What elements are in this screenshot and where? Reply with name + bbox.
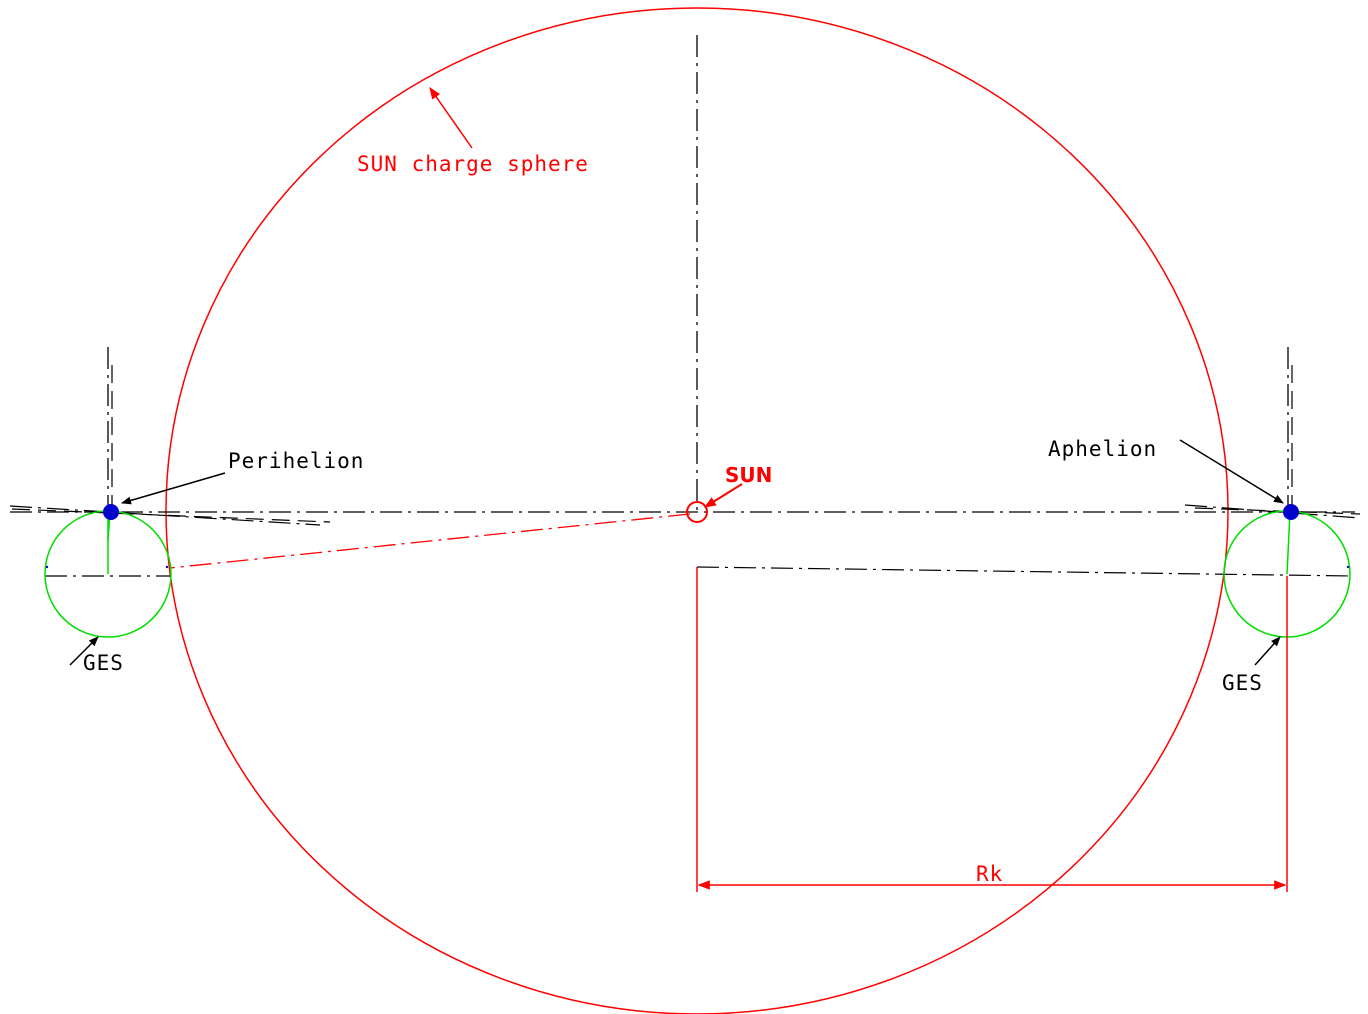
sun-label: SUN	[725, 463, 772, 487]
sun-charge-sphere	[165, 7, 1229, 1014]
rk-label: Rk	[976, 862, 1003, 886]
ges-right-axis-line	[696, 566, 1353, 577]
sphere-leader-arrow	[429, 87, 473, 149]
perihelion-tangent-line-2	[11, 508, 331, 523]
planet-perihelion	[103, 504, 119, 520]
sun-to-perihelion-radius-line	[169, 513, 691, 569]
planet-aphelion	[1283, 504, 1299, 520]
ges-right-leader-arrow	[1254, 636, 1281, 666]
aphelion-tangent-line-1	[1184, 504, 1361, 519]
ges-right-mark-1	[1346, 565, 1350, 569]
sun-charge-sphere-label: SUN charge sphere	[357, 152, 589, 176]
ges-left-mark-2	[165, 565, 169, 569]
ges-left-leader-arrow	[69, 636, 99, 666]
ges-right-radius	[1286, 511, 1291, 575]
perihelion-tangent-line-1	[9, 505, 321, 526]
sun-leader-arrow	[703, 483, 743, 508]
perihelion-leader-arrow	[121, 472, 226, 505]
aphelion-label: Aphelion	[1048, 437, 1157, 461]
sun-circle	[686, 501, 708, 523]
aphelion-leader-arrow	[1179, 439, 1284, 504]
ges-left-label: GES	[83, 651, 124, 675]
perihelion-label: Perihelion	[228, 449, 364, 473]
ges-right-label: GES	[1222, 671, 1263, 695]
ges-left-mark-1	[45, 565, 49, 569]
